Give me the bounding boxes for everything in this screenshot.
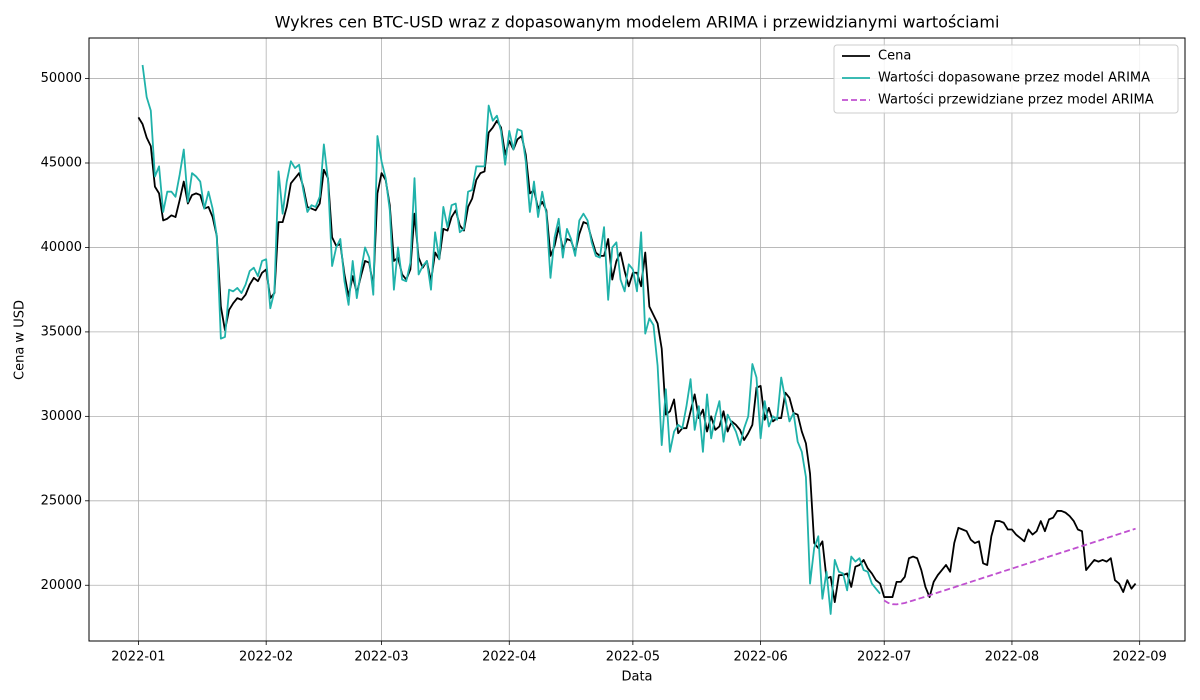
plot-frame [88, 37, 1186, 642]
y-axis-label: Cena w USD [13, 300, 28, 380]
y-tick-label: 35000 [41, 324, 82, 339]
x-tick-label: 2022-08 [985, 650, 1039, 665]
line-series [141, 64, 881, 615]
legend-box [833, 44, 1179, 114]
x-tick-label: 2022-07 [857, 650, 911, 665]
legend-label: Wartości przewidziane przez model ARIMA [878, 93, 1154, 108]
legend-label: Wartości dopasowane przez model ARIMA [878, 71, 1150, 86]
x-tick-label: 2022-09 [1113, 650, 1167, 665]
x-tick-label: 2022-06 [733, 650, 787, 665]
x-tick-label: 2022-02 [239, 650, 293, 665]
line-series [883, 527, 1136, 606]
x-tick-label: 2022-01 [111, 650, 165, 665]
y-tick-label: 40000 [41, 240, 82, 255]
y-tick-label: 50000 [41, 71, 82, 86]
chart-title: Wykres cen BTC-USD wraz z dopasowanym mo… [275, 13, 1000, 32]
y-tick-label: 30000 [41, 409, 82, 424]
x-tick-label: 2022-04 [482, 650, 536, 665]
y-tick-label: 45000 [41, 155, 82, 170]
y-tick-label: 20000 [41, 578, 82, 593]
x-tick-label: 2022-03 [354, 650, 408, 665]
x-axis-label: Data [621, 670, 652, 685]
x-tick-label: 2022-05 [606, 650, 660, 665]
y-tick-label: 25000 [41, 493, 82, 508]
legend-label: Cena [878, 49, 911, 64]
